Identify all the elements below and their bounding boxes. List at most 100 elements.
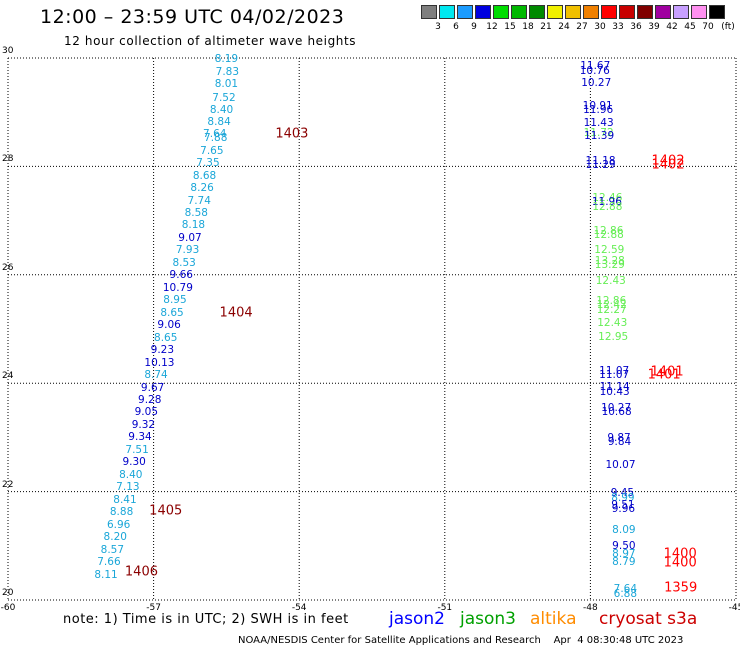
wave-height-value: 8.19 — [214, 52, 239, 65]
pass-number-label: 1401 — [647, 367, 681, 383]
wave-height-value: 12.46 — [592, 191, 623, 204]
x-tick-label: -57 — [146, 603, 161, 613]
wave-height-value: 13.28 — [594, 255, 625, 267]
wave-height-value: 12.88 — [593, 228, 624, 241]
legend-cryosat: cryosat s3a — [599, 609, 698, 629]
wave-height-value: 11.43 — [583, 116, 614, 129]
wave-height-value: 11.72 — [583, 126, 614, 139]
wave-height-value: 8.57 — [100, 543, 125, 556]
wave-height-value: 10.79 — [162, 281, 193, 294]
wave-height-value: 8.97 — [612, 547, 636, 560]
legend-swatch — [493, 5, 509, 19]
pass-number-label: 1403 — [275, 126, 309, 142]
wave-height-value: 9.23 — [150, 343, 175, 356]
wave-height-value: 8.65 — [154, 331, 178, 344]
pass-number-label: 1405 — [149, 503, 183, 519]
x-tick-label: -51 — [437, 603, 453, 613]
y-tick-label: 22 — [2, 479, 14, 490]
legend-label: 21 — [540, 22, 552, 32]
wave-height-value: 11.96 — [583, 103, 614, 116]
wave-height-value: 9.07 — [178, 231, 202, 244]
legend-jason3: jason3 — [460, 609, 516, 629]
wave-height-value: 10.91 — [582, 99, 613, 112]
x-tick-label: -60 — [0, 603, 16, 613]
pass-number-label: 1359 — [664, 580, 698, 596]
wave-height-value: 8.26 — [190, 181, 214, 194]
wave-height-value: 8.79 — [612, 555, 636, 568]
wave-height-value: 8.58 — [184, 206, 208, 219]
wave-height-value: 12.59 — [594, 244, 625, 257]
pass-number-label: 1402 — [651, 153, 685, 169]
legend-unit: (ft) — [721, 22, 735, 32]
wave-height-value: 9.45 — [610, 486, 635, 499]
chart-subtitle: 12 hour collection of altimeter wave hei… — [64, 34, 357, 48]
wave-height-value: 8.68 — [192, 169, 217, 182]
wave-height-value: 12.27 — [596, 303, 627, 316]
wave-height-value: 11.39 — [584, 129, 615, 142]
legend-swatch — [457, 5, 473, 19]
legend-label: 12 — [486, 22, 498, 32]
wave-height-plot: 8.19 7.83 8.01 7.52 8.40 8.84 7.64 7.88 7.65 7.35… — [8, 54, 736, 600]
wave-height-value: 10.07 — [605, 458, 636, 471]
pass-number-label: 1406 — [124, 564, 158, 580]
legend-label: 33 — [612, 22, 624, 32]
legend-swatch — [637, 5, 653, 19]
legend-altika: altika — [530, 609, 577, 629]
legend-swatch — [565, 5, 581, 19]
wave-height-value: 9.05 — [134, 406, 159, 419]
wave-height-value: 10.68 — [601, 405, 632, 418]
y-tick-label: 20 — [2, 588, 14, 598]
legend-swatch — [673, 5, 689, 19]
legend-swatch — [655, 5, 671, 19]
wave-height-value: 11.18 — [585, 154, 616, 167]
wave-height-value: 7.64 — [203, 127, 227, 140]
wave-height-value: 9.06 — [157, 318, 181, 331]
wave-height-value: 8.18 — [181, 219, 206, 232]
y-tick-label: 24 — [2, 371, 14, 382]
wave-height-value: 8.11 — [94, 568, 118, 581]
wave-height-value: 9.87 — [607, 431, 631, 444]
wave-height-value: 11.67 — [580, 59, 611, 72]
wave-height-value: 9.96 — [611, 503, 636, 516]
legend-swatch — [529, 5, 545, 19]
wave-height-value: 7.13 — [116, 481, 140, 493]
legend-label: 42 — [666, 22, 678, 32]
legend-swatch — [547, 5, 563, 19]
wave-height-value: 8.01 — [214, 77, 239, 90]
legend-swatch — [511, 5, 527, 19]
wave-height-value: 12.86 — [596, 294, 627, 307]
wave-height-value: 7.35 — [196, 156, 220, 169]
x-tick-label: -48 — [583, 603, 598, 613]
legend-label: 24 — [558, 22, 570, 32]
wave-height-value: 12.42 — [596, 298, 627, 311]
wave-height-value: 10.27 — [581, 76, 612, 89]
wave-height-value: 8.88 — [109, 505, 134, 518]
pass-number-label: 1402 — [651, 157, 685, 173]
wave-height-value: 8.53 — [172, 256, 196, 269]
wave-height-value: 8.65 — [160, 306, 184, 319]
legend-label: 70 — [702, 22, 714, 32]
legend-swatch — [475, 5, 491, 19]
wave-height-value: 12.43 — [597, 316, 628, 329]
wave-height-value: 7.66 — [97, 555, 121, 568]
wave-height-value: 9.67 — [140, 381, 165, 394]
legend-swatch — [601, 5, 617, 19]
wave-height-value: 8.74 — [144, 368, 168, 381]
wave-height-value: 11.29 — [585, 158, 616, 171]
wave-height-value: 8.41 — [113, 493, 137, 506]
legend-label: 6 — [453, 22, 459, 32]
wave-height-value: 9.50 — [612, 539, 636, 552]
legend-label: 39 — [648, 22, 660, 32]
wave-height-value: 7.52 — [212, 91, 236, 104]
wave-height-value: 8.40 — [119, 468, 143, 481]
wave-height-value: 12.95 — [598, 330, 629, 343]
wave-height-value: 9.28 — [138, 393, 162, 406]
wave-height-value: 10.76 — [579, 64, 610, 77]
wave-height-value: 10.27 — [601, 401, 632, 414]
wave-height-value: 6.88 — [613, 587, 638, 600]
legend-swatch — [619, 5, 635, 19]
legend-jason2: jason2 — [389, 609, 445, 629]
legend-swatch — [583, 5, 599, 19]
wave-height-value: 8.84 — [207, 116, 231, 129]
